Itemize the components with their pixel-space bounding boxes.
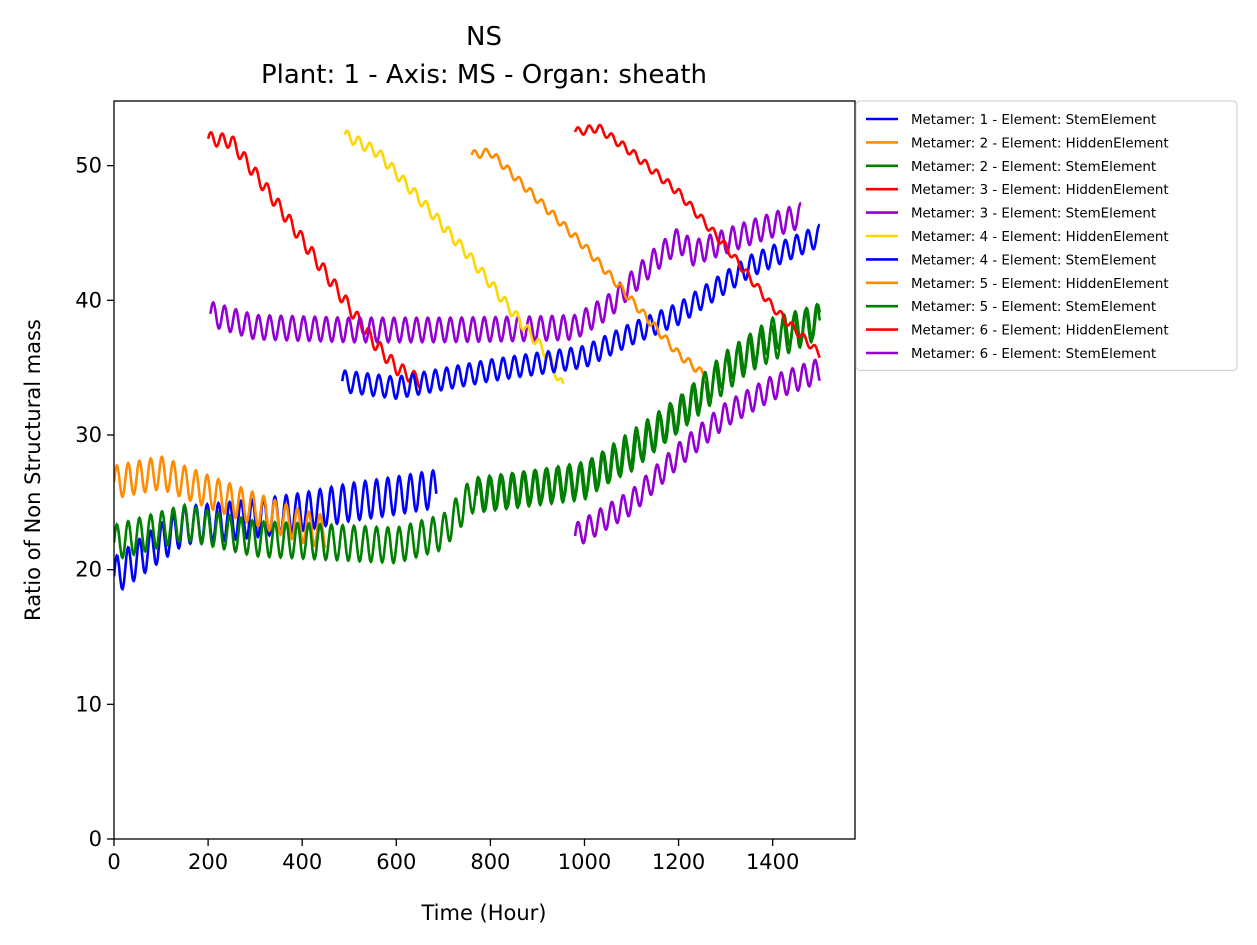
series-line-5 (209, 201, 802, 345)
y-tick-label: 30 (75, 423, 102, 447)
x-tick-label: 1200 (652, 850, 705, 874)
y-tick-label: 50 (75, 154, 102, 178)
ticks-layer: 0 200 400 600 800 1000 1200 1400 0 10 20 30 40 50 (75, 154, 799, 874)
chart-title: NS (466, 22, 502, 52)
legend-label: Metamer: 4 - Element: HiddenElement (911, 230, 1169, 245)
series-layer (114, 123, 821, 592)
legend-label: Metamer: 2 - Element: StemElement (911, 160, 1156, 175)
series-line-9 (475, 302, 821, 513)
legend-label: Metamer: 1 - Element: StemElement (911, 113, 1156, 128)
y-tick-label: 10 (75, 692, 102, 716)
series-line-4 (206, 130, 421, 389)
legend-label: Metamer: 3 - Element: HiddenElement (911, 183, 1169, 198)
legend-label: Metamer: 6 - Element: HiddenElement (911, 324, 1169, 339)
series-line-8 (470, 147, 707, 382)
legend-label: Metamer: 2 - Element: HiddenElement (911, 136, 1169, 151)
legend: Metamer: 1 - Element: StemElement Metamer… (855, 100, 1238, 371)
series-line-2 (114, 455, 327, 549)
series-line-10 (573, 123, 821, 359)
chart-subtitle: Plant: 1 - Axis: MS - Organ: sheath (261, 60, 707, 90)
series-line-3 (114, 302, 821, 565)
y-tick-label: 0 (89, 827, 102, 851)
legend-label: Metamer: 6 - Element: StemElement (911, 347, 1156, 362)
series-line-6 (343, 129, 565, 385)
x-tick-label: 1000 (558, 850, 611, 874)
legend-label: Metamer: 3 - Element: StemElement (911, 207, 1156, 222)
plot-frame (113, 100, 856, 840)
x-tick-label: 0 (107, 850, 120, 874)
x-axis-label: Time (Hour) (420, 901, 546, 925)
x-tick-label: 1400 (746, 850, 799, 874)
series-line-11 (573, 358, 821, 545)
legend-box (855, 100, 1238, 371)
x-tick-label: 600 (376, 850, 416, 874)
x-tick-label: 200 (188, 850, 228, 874)
x-tick-label: 800 (470, 850, 510, 874)
legend-label: Metamer: 5 - Element: HiddenElement (911, 277, 1169, 292)
legend-label: Metamer: 4 - Element: StemElement (911, 253, 1156, 268)
legend-label: Metamer: 5 - Element: StemElement (911, 300, 1156, 315)
y-axis-label: Ratio of Non Structural mass (21, 319, 45, 621)
y-tick-label: 40 (75, 288, 102, 312)
x-tick-label: 400 (282, 850, 322, 874)
series-line-1 (114, 468, 438, 592)
series-line-7 (340, 223, 821, 401)
y-tick-label: 20 (75, 558, 102, 582)
